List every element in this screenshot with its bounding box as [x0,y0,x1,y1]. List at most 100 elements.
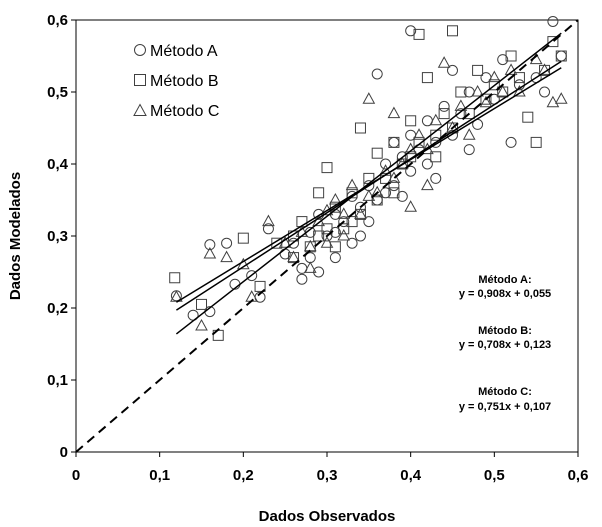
data-point-square [196,298,207,310]
x-tick-label: 0,2 [233,467,254,484]
data-point-triangle [462,128,476,140]
data-point-square [547,36,559,48]
fit-line [175,60,562,311]
data-point-square [421,72,433,84]
data-point-circle [246,270,258,282]
regression-equations: Método A: y = 0,908x + 0,055 Método B: y… [459,274,551,413]
data-point-triangle [429,113,443,126]
data-point-square [447,25,458,37]
data-point-triangle [170,290,183,302]
y-tick-label: 0,5 [47,84,68,101]
data-point-triangle [496,84,510,97]
fit-line [175,32,562,335]
x-tick-label: 0,1 [149,467,170,484]
data-point-circle [438,100,450,112]
data-point-triangle [303,261,317,273]
data-point-circle [363,216,375,228]
data-point-square [329,201,341,213]
data-point-circle [405,25,417,37]
data-point-circle [388,180,400,192]
data-point-triangle [471,84,484,97]
data-point-circle [430,172,442,184]
x-tick-label: 0,5 [484,467,505,484]
data-point-triangle [421,142,434,155]
legend: Método A Método B Método C [133,43,219,120]
data-point-triangle [320,203,334,216]
data-point-triangle [404,200,418,212]
x-tick-label: 0 [72,467,80,484]
y-tick-label: 0 [60,444,68,461]
data-point-triangle [362,92,376,104]
data-point-square [463,108,475,120]
data-point-square [321,223,333,235]
data-point-circle [497,54,509,66]
data-point-circle [405,165,417,177]
legend-label-b: Método B [150,73,218,90]
data-point-triangle [329,192,342,205]
data-point-square [472,64,484,76]
identity-dashed-line [75,19,579,453]
x-tick-label: 0,3 [317,467,338,484]
data-point-square [169,272,181,284]
data-point-square [237,232,249,244]
y-tick-label: 0,6 [47,12,68,29]
data-point-triangle [412,128,426,140]
x-tick-label: 0,6 [568,467,589,484]
data-point-square [413,28,425,40]
equation-c-text: y = 0,751x + 0,107 [459,401,551,413]
data-point-triangle [387,106,401,119]
data-point-square [438,108,450,120]
data-point-square [354,122,366,134]
data-point-circle [505,136,517,148]
data-point-circle [447,64,458,76]
data-point-triangle [554,92,568,104]
data-point-square [388,136,400,148]
data-point-circle [396,151,408,163]
data-point-circle [354,201,366,213]
regression-lines [75,19,579,453]
data-point-triangle [362,189,376,201]
x-tick-label: 0,4 [400,467,422,484]
x-axis-title: Dados Observados [259,508,396,525]
data-point-square [371,147,383,159]
data-point-triangle [538,63,551,75]
equation-c-label: Método C: [478,386,532,398]
data-point-triangle [195,318,208,331]
data-point-square [505,50,517,62]
data-point-triangle [354,207,367,219]
data-point-triangle [262,214,275,227]
data-point-square [254,280,266,292]
data-point-triangle [203,246,217,259]
data-point-triangle [345,178,359,191]
data-point-triangle [421,178,434,191]
data-point-circle [338,216,350,228]
data-point-circle [430,136,442,148]
y-axis-title: Dados Modelados [7,172,24,300]
data-point-triangle [370,185,384,198]
data-point-circle [371,68,383,80]
data-point-square [388,187,400,199]
data-point-circle [455,108,467,120]
data-point-square [346,216,358,228]
data-point-circle [329,252,341,264]
legend-triangle-marker [133,103,147,116]
data-point-triangle [546,95,560,108]
data-point-circle [463,144,475,156]
data-point-triangle [337,228,351,241]
data-point-triangle [337,207,351,219]
data-point-circle [539,86,551,98]
data-point-triangle [437,56,451,68]
data-point-circle [388,136,400,148]
data-point-square [555,50,567,62]
data-point-triangle [320,236,334,248]
data-point-circle [221,237,233,249]
legend-label-a: Método A [150,43,218,60]
data-point-circle [204,239,216,251]
axis-ticks: 0 0,1 0,2 0,3 0,4 0,5 0,6 0 0,1 0,2 0,3 0,4 0,5 0,6 [47,12,588,484]
data-point-triangle [454,99,468,111]
data-point-circle [547,15,559,27]
data-point-triangle [287,250,300,263]
data-point-square [430,151,442,163]
data-point-square [480,93,492,105]
